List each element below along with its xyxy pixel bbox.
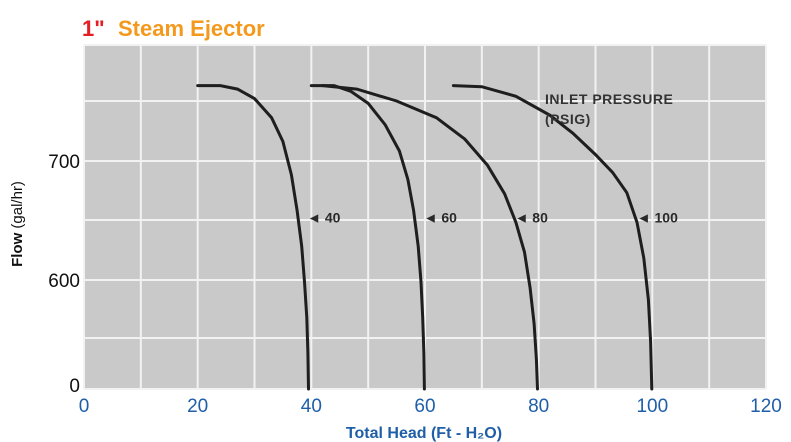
series-line-60 — [309, 84, 426, 391]
y-axis-label-bold: Flow — [9, 232, 26, 266]
y-axis-label-unit: (gal/hr) — [9, 181, 26, 233]
x-tick-label: 60 — [414, 396, 435, 417]
series-label-80: ◄ 80 — [515, 210, 549, 226]
legend-title-line-1: INLET PRESSURE — [545, 91, 673, 107]
y-tick-label: 700 — [48, 152, 80, 173]
x-tick-label: 100 — [636, 396, 668, 417]
x-tick-label: 20 — [187, 396, 208, 417]
x-tick-label: 40 — [301, 396, 322, 417]
series-label-100: ◄ 100 — [637, 210, 678, 226]
series-label-40: ◄ 40 — [307, 210, 341, 226]
y-tick-label: 600 — [48, 271, 80, 292]
curves — [196, 84, 654, 391]
chart-title-name: Steam Ejector — [118, 16, 265, 41]
curve-labels: ◄ 40 ◄ 60 ◄ 80 ◄ 100 — [307, 210, 678, 226]
y-axis-label: Flow (gal/hr) — [9, 181, 26, 267]
x-tick-label: 80 — [528, 396, 549, 417]
series-line-80 — [321, 84, 539, 391]
series-line-100 — [451, 84, 654, 391]
series-line-40 — [196, 84, 310, 391]
x-axis-ticks: 0 20 40 60 80 100 120 — [79, 396, 782, 417]
x-tick-label: 0 — [79, 396, 90, 417]
y-axis-ticks: 0 600 700 — [48, 152, 80, 397]
chart-title-size: 1" — [82, 16, 105, 41]
legend-title-line-2: (PSIG) — [545, 111, 591, 127]
y-tick-label: 0 — [69, 376, 80, 397]
x-tick-label: 120 — [750, 396, 782, 417]
x-axis-label: Total Head (Ft - H₂O) — [346, 425, 502, 442]
series-label-60: ◄ 60 — [424, 210, 458, 226]
